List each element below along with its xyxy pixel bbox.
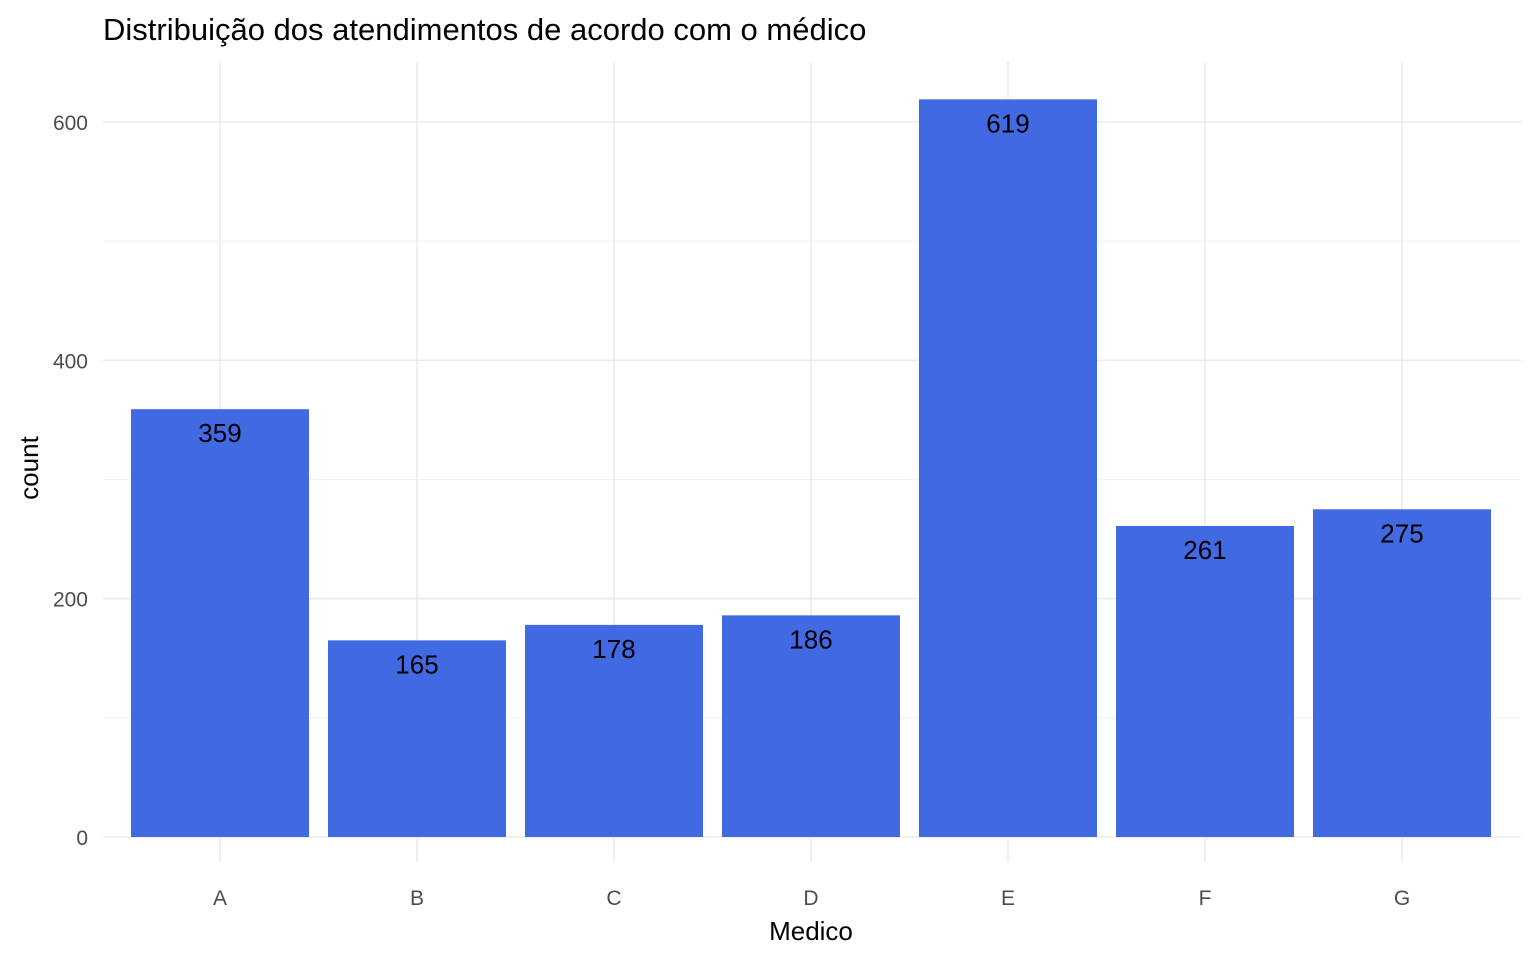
bar-G — [1313, 509, 1491, 837]
data-label-C: 178 — [592, 634, 635, 664]
data-label-B: 165 — [395, 649, 438, 679]
x-tick-label: F — [1199, 887, 1212, 910]
data-label-F: 261 — [1183, 535, 1226, 565]
chart-title: Distribuição dos atendimentos de acordo … — [103, 12, 866, 47]
x-tick-label: B — [410, 887, 424, 910]
x-tick-label: D — [803, 887, 818, 910]
bar-A — [131, 409, 309, 837]
y-axis-title: count — [14, 435, 44, 499]
data-label-E: 619 — [986, 108, 1029, 138]
data-labels-group: 359 165 178 186 619 261 275 — [198, 108, 1423, 679]
x-axis-title: Medico — [769, 916, 853, 946]
bar-C — [525, 624, 703, 837]
data-label-G: 275 — [1380, 518, 1423, 548]
x-axis-ticks: A B C D E F G — [213, 887, 1410, 910]
y-tick-label: 0 — [76, 827, 88, 850]
x-tick-label: C — [606, 887, 621, 910]
bar-B — [328, 640, 506, 837]
bars-group — [131, 99, 1491, 837]
bar-F — [1116, 525, 1294, 837]
data-label-A: 359 — [198, 418, 241, 448]
data-label-D: 186 — [789, 624, 832, 654]
y-axis-ticks: 0 200 400 600 — [53, 112, 88, 850]
x-tick-label: E — [1001, 887, 1015, 910]
y-tick-label: 200 — [53, 589, 88, 612]
x-tick-label: G — [1394, 887, 1410, 910]
bar-D — [722, 615, 900, 837]
y-tick-label: 400 — [53, 350, 88, 373]
x-tick-label: A — [213, 887, 227, 910]
y-tick-label: 600 — [53, 112, 88, 135]
bar-E — [919, 99, 1097, 837]
